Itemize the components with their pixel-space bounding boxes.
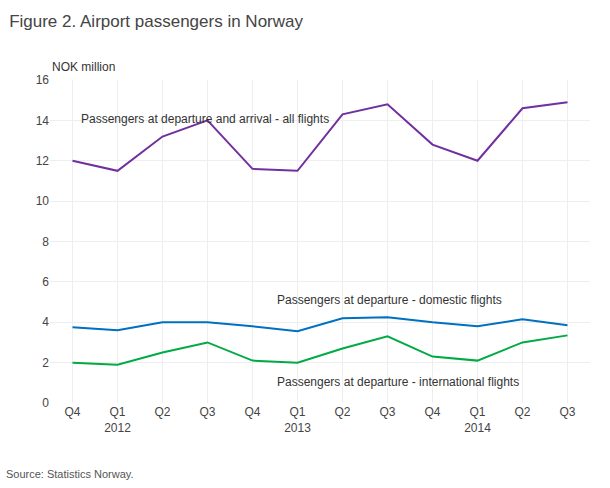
svg-text:Source: Statistics Norway.: Source: Statistics Norway. <box>6 468 134 480</box>
svg-text:Q4: Q4 <box>64 405 80 419</box>
svg-text:Figure 2. Airport passengers i: Figure 2. Airport passengers in Norway <box>9 12 303 31</box>
svg-text:2: 2 <box>42 356 49 370</box>
svg-text:Q3: Q3 <box>379 405 395 419</box>
svg-text:16: 16 <box>36 73 50 87</box>
svg-text:Q12012: Q12012 <box>104 405 131 435</box>
svg-text:12: 12 <box>36 154 50 168</box>
svg-text:14: 14 <box>36 114 50 128</box>
svg-text:4: 4 <box>42 315 49 329</box>
svg-text:Q2: Q2 <box>334 405 350 419</box>
svg-text:Q3: Q3 <box>559 405 575 419</box>
svg-text:10: 10 <box>36 194 50 208</box>
svg-text:8: 8 <box>42 235 49 249</box>
svg-text:Q3: Q3 <box>199 405 215 419</box>
svg-text:Q12014: Q12014 <box>464 405 491 435</box>
svg-text:Q2: Q2 <box>154 405 170 419</box>
svg-text:Passengers at departure - inte: Passengers at departure - international … <box>277 375 519 389</box>
svg-text:Q4: Q4 <box>244 405 260 419</box>
svg-text:0: 0 <box>42 396 49 410</box>
svg-text:Passengers at departure - dome: Passengers at departure - domestic fligh… <box>277 293 502 307</box>
svg-text:Q12013: Q12013 <box>284 405 311 435</box>
svg-text:Passengers at departure and ar: Passengers at departure and arrival - al… <box>81 112 329 126</box>
svg-text:6: 6 <box>42 275 49 289</box>
svg-text:Q2: Q2 <box>514 405 530 419</box>
svg-text:Q4: Q4 <box>424 405 440 419</box>
svg-text:NOK million: NOK million <box>52 60 115 74</box>
